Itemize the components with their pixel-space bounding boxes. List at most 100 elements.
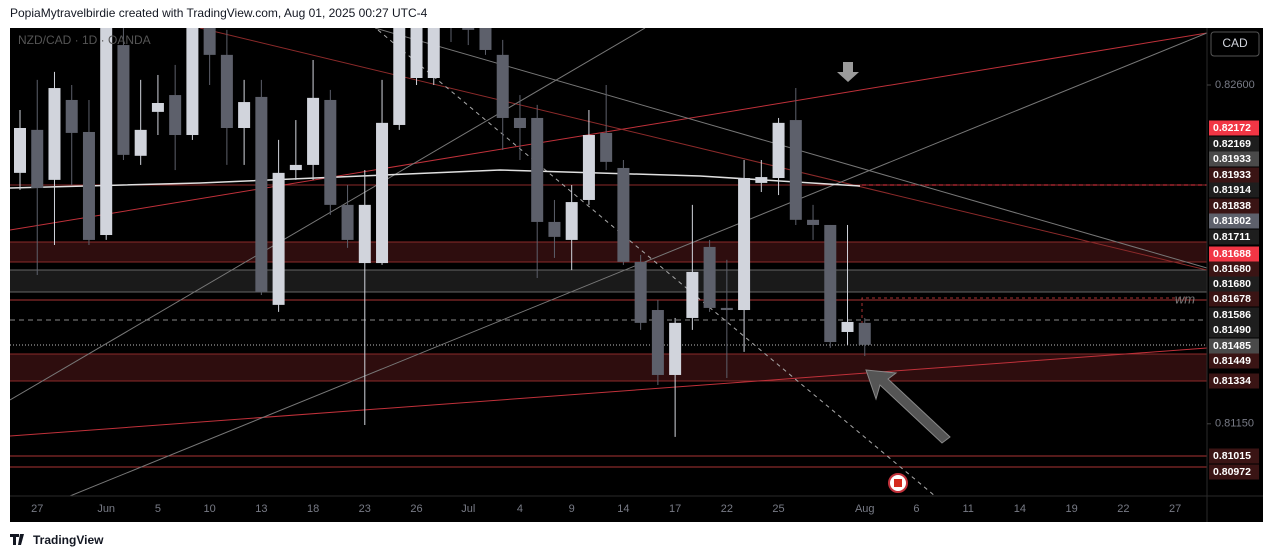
candle-body: [634, 261, 647, 323]
price-tag-label: 0.81933: [1213, 153, 1251, 165]
candle-body: [255, 96, 268, 293]
y-tick-label: 0.82600: [1215, 79, 1255, 91]
price-tag: [1209, 198, 1259, 214]
x-tick-label: 25: [772, 503, 784, 515]
drawings: [10, 28, 1207, 496]
gray-zone: [10, 270, 1207, 292]
x-tick-label: 18: [307, 503, 319, 515]
candle-body: [755, 177, 768, 183]
candle-body: [720, 307, 733, 311]
price-tag: [1209, 353, 1259, 369]
candle-body: [82, 131, 95, 240]
x-tick-label: 14: [1014, 503, 1026, 515]
candle-body: [462, 28, 475, 30]
candle-body: [858, 322, 871, 345]
x-tick-label: 27: [1169, 503, 1181, 515]
candle-body: [203, 28, 216, 55]
x-tick-label: 9: [569, 503, 575, 515]
price-tag: [1209, 338, 1259, 354]
price-tag: [1209, 182, 1259, 198]
x-tick-label: 22: [721, 503, 733, 515]
candle-body: [48, 88, 61, 180]
candle-body: [376, 122, 389, 264]
price-tag-label: 0.81802: [1213, 215, 1251, 227]
price-tag-label: 0.82172: [1213, 122, 1251, 134]
price-tag: [1209, 261, 1259, 277]
dashed-trend-line: [377, 29, 936, 496]
support-zone: [10, 354, 1207, 381]
currency-button[interactable]: [1210, 31, 1260, 57]
candle-body: [31, 129, 44, 189]
pointer-arrow: [865, 369, 951, 444]
candle-body: [272, 172, 285, 305]
candle-body: [772, 122, 785, 179]
price-tag: [1209, 229, 1259, 245]
candle-body: [65, 99, 78, 133]
x-tick-label: 27: [31, 503, 43, 515]
candle-body: [824, 224, 837, 343]
candle-body: [600, 132, 613, 162]
x-tick-label: 4: [517, 503, 523, 515]
candle-body: [151, 103, 164, 112]
price-tag: [1209, 322, 1259, 338]
price-tag-label: 0.81838: [1213, 200, 1251, 212]
candle-body: [738, 178, 751, 311]
price-tag: [1209, 167, 1259, 183]
dashed-box: [861, 297, 1190, 330]
candle-body: [548, 221, 561, 237]
price-tag: [1209, 276, 1259, 292]
price-tag: [1209, 464, 1259, 480]
candle-body: [669, 322, 682, 375]
price-tag-label: 0.81678: [1213, 293, 1251, 305]
x-tick-label: Jun: [97, 503, 115, 515]
annotations: wm NZD/CAD · 1D · OANDA: [18, 33, 1195, 493]
x-tick-label: Aug: [855, 503, 875, 515]
price-tag: [1209, 373, 1259, 389]
candle-body: [410, 28, 423, 79]
price-tag-label: 0.81680: [1213, 278, 1251, 290]
candle-body: [531, 117, 544, 222]
down-arrow: [837, 62, 859, 82]
candle-body: [358, 204, 371, 264]
candle-body: [686, 271, 699, 318]
price-tag-label: 0.80972: [1213, 466, 1251, 478]
x-tick-label: 17: [669, 503, 681, 515]
candle-body: [117, 45, 130, 155]
price-tag-label: 0.81680: [1213, 263, 1251, 275]
price-tag: [1209, 246, 1259, 262]
candle-body: [789, 120, 802, 220]
candle-body: [324, 99, 337, 205]
flag-icon: [894, 479, 902, 487]
price-tag: [1209, 151, 1259, 167]
candle-body: [427, 28, 440, 79]
symbol-title: NZD/CAD · 1D · OANDA: [18, 33, 151, 47]
candle-body: [841, 321, 854, 332]
candle-body: [807, 219, 820, 225]
x-tick-label: 10: [204, 503, 216, 515]
price-tag: [1209, 448, 1259, 464]
candle-body: [479, 28, 492, 50]
moving-average: [10, 169, 861, 189]
candle-body: [186, 28, 199, 136]
candle-body: [238, 102, 251, 129]
price-tag-label: 0.81711: [1213, 231, 1251, 243]
trend-line: [10, 28, 646, 401]
price-tag-label: 0.81688: [1213, 248, 1251, 260]
candle-body: [220, 54, 233, 129]
candle-body: [14, 128, 26, 173]
price-tag-label: 0.81015: [1213, 450, 1251, 462]
candle-body: [341, 204, 354, 240]
candle-body: [582, 135, 595, 200]
x-tick-label: 23: [359, 503, 371, 515]
candle-body: [703, 246, 716, 308]
candle-body: [100, 28, 113, 236]
trend-line: [199, 28, 1207, 271]
candle-body: [289, 164, 302, 171]
currency-label: CAD: [1222, 36, 1248, 50]
header-text: PopiaMytravelbirdie created with Trading…: [10, 6, 428, 20]
x-tick-label: 5: [155, 503, 161, 515]
candles: [14, 28, 871, 437]
price-tag-label: 0.81490: [1213, 324, 1251, 336]
price-tag: [1209, 291, 1259, 307]
